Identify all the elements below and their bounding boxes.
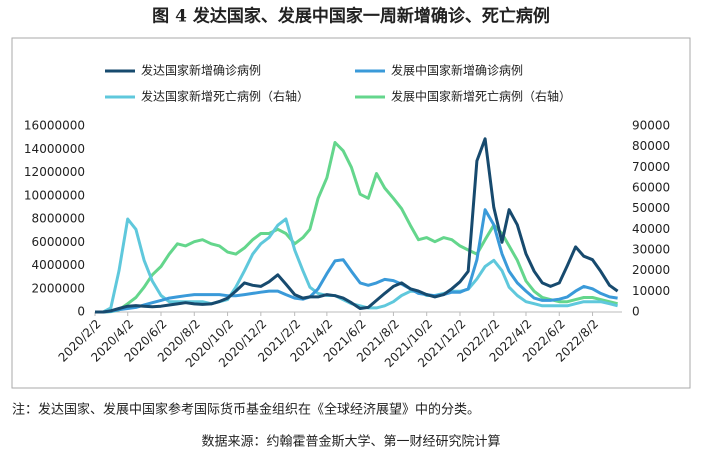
y-tick-label: 6000000 [32,235,85,249]
y2-tick-label: 40000 [632,222,670,236]
note: 注：发达国家、发展中国家参考国际货币基金组织在《全球经济展望》中的分类。 [12,402,480,418]
y2-tick-label: 30000 [632,243,670,257]
chart-frame [11,37,691,389]
series-line [95,141,618,314]
y-tick-label: 2000000 [32,281,85,295]
chart-title: 图 4 发达国家、发展中国家一周新增确诊、死亡病例 [152,6,550,27]
y-tick-label: 4000000 [32,258,85,272]
y-tick-label: 0 [77,305,85,319]
legend-label: 发达国家新增确诊病例 [141,63,261,78]
y2-tick-label: 80000 [632,139,670,153]
y2-tick-label: 0 [632,305,640,319]
y-tick-label: 8000000 [32,212,85,226]
legend-label: 发展中国家新增确诊病例 [391,63,523,78]
legend-label: 发达国家新增死亡病例（右轴） [141,89,309,104]
source: 数据来源：约翰霍普金斯大学、第一财经研究院计算 [201,434,500,450]
series-line [95,208,618,314]
y-tick-label: 14000000 [24,142,85,156]
series-line [95,137,619,314]
y2-tick-label: 60000 [632,181,670,195]
y-tick-label: 12000000 [24,165,85,179]
legend-label: 发展中国家新增死亡病例（右轴） [391,89,571,104]
y2-tick-label: 20000 [632,263,670,277]
y2-tick-label: 50000 [632,201,670,215]
y2-tick-label: 90000 [632,119,670,133]
y-tick-label: 10000000 [24,188,85,202]
y2-tick-label: 10000 [632,284,670,298]
y2-tick-label: 70000 [632,160,670,174]
y-tick-label: 16000000 [24,119,85,133]
